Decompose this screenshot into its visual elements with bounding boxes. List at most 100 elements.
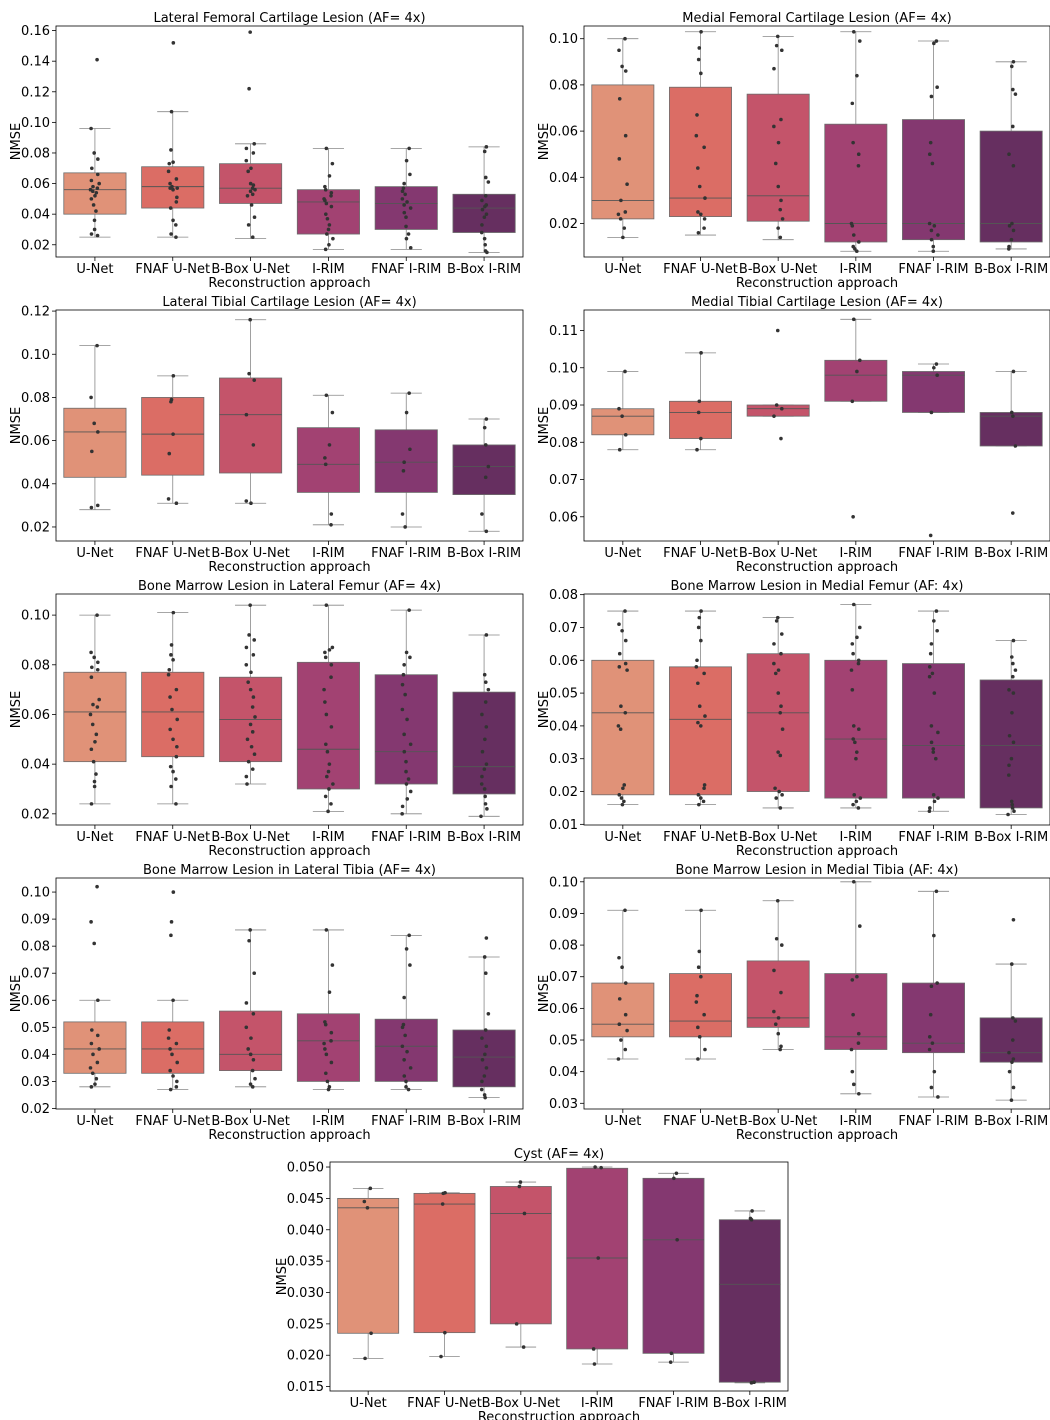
data-point — [407, 391, 411, 395]
data-point — [92, 151, 96, 155]
data-point — [927, 809, 932, 814]
data-point — [1007, 688, 1011, 692]
data-point — [95, 1033, 100, 1038]
data-point — [928, 651, 933, 656]
data-point — [850, 642, 855, 646]
data-point — [856, 1031, 861, 1036]
data-point — [1009, 64, 1014, 69]
plot-frame — [329, 1161, 789, 1392]
data-point — [1007, 224, 1012, 228]
y-tick-label: 0.050 — [287, 1161, 324, 1176]
data-point — [402, 460, 406, 465]
data-point — [483, 1095, 487, 1100]
y-tick-label: 0.03 — [21, 1075, 50, 1090]
box — [219, 1010, 283, 1071]
data-point — [244, 412, 249, 417]
data-point — [619, 704, 623, 709]
chart-title: Lateral Tibial Cartilage Lesion (AF= 4x) — [162, 295, 416, 310]
data-point — [1007, 733, 1012, 738]
data-point — [483, 737, 487, 742]
y-tick-label: 0.02 — [549, 785, 578, 800]
data-point — [855, 73, 859, 78]
data-point — [623, 210, 628, 214]
data-point — [934, 362, 939, 366]
data-point — [929, 984, 934, 989]
data-point — [696, 793, 701, 797]
data-point — [617, 447, 622, 452]
data-point — [324, 146, 329, 151]
x-axis-label: Reconstruction approach — [208, 1128, 370, 1143]
data-point — [90, 166, 94, 171]
box — [902, 982, 965, 1054]
x-tick-label: U-Net — [76, 1114, 113, 1129]
data-point — [486, 180, 491, 184]
data-point — [365, 1206, 370, 1210]
box — [141, 671, 205, 758]
data-point — [407, 146, 411, 151]
chart-title: Cyst (AF= 4x) — [514, 1147, 604, 1162]
data-point — [621, 235, 625, 240]
data-point — [403, 1033, 407, 1038]
data-point — [252, 378, 257, 382]
box — [591, 408, 655, 436]
data-point — [1010, 221, 1014, 226]
data-point — [253, 187, 257, 192]
data-point — [623, 609, 627, 613]
data-point — [599, 1165, 603, 1170]
data-point — [90, 449, 94, 454]
data-point — [327, 223, 332, 227]
plot-frame — [55, 877, 524, 1110]
data-point — [696, 625, 701, 630]
x-tick-label: FNAF I-RIM — [371, 1114, 441, 1129]
data-point — [932, 1069, 937, 1074]
data-point — [930, 671, 935, 676]
x-tick-label: B-Box I-RIM — [974, 546, 1048, 561]
data-point — [483, 802, 488, 806]
data-point — [1010, 1060, 1014, 1064]
data-point — [97, 181, 101, 186]
data-point — [483, 242, 487, 247]
data-point — [174, 754, 179, 759]
data-point — [330, 410, 335, 415]
data-point — [702, 1012, 706, 1017]
data-point — [697, 802, 701, 807]
data-point — [936, 730, 940, 735]
data-point — [858, 924, 862, 928]
data-point — [402, 181, 406, 186]
data-point — [89, 197, 94, 201]
data-point — [479, 1087, 484, 1092]
data-point — [851, 140, 855, 145]
data-point — [1006, 812, 1010, 817]
data-point — [248, 317, 252, 322]
x-tick-label: FNAF I-RIM — [371, 546, 441, 561]
y-tick-label: 0.06 — [21, 708, 50, 723]
data-point — [929, 237, 934, 242]
data-point — [858, 796, 863, 800]
chart-panel: 0.020.040.060.080.10U-Net FNAF U-Net B-Box… — [9, 579, 524, 859]
data-point — [326, 227, 331, 232]
box — [63, 671, 127, 763]
data-point — [175, 1060, 180, 1065]
data-point — [325, 749, 330, 754]
y-tick-label: 0.08 — [549, 588, 578, 603]
data-point — [696, 57, 701, 62]
data-point — [167, 1028, 172, 1032]
data-point — [1011, 1085, 1016, 1090]
data-point — [175, 195, 179, 200]
data-point — [851, 29, 856, 34]
data-point — [327, 990, 332, 994]
data-point — [89, 1085, 94, 1089]
data-point — [849, 1047, 854, 1052]
data-point — [331, 236, 335, 241]
data-point — [856, 661, 861, 666]
data-point — [402, 662, 406, 667]
data-point — [672, 1176, 676, 1181]
data-point — [932, 365, 936, 370]
data-point — [695, 447, 699, 452]
data-point — [95, 57, 99, 62]
data-point — [698, 212, 703, 217]
data-point — [404, 759, 408, 764]
data-point — [483, 700, 488, 704]
data-point — [623, 710, 628, 715]
y-tick-label: 0.10 — [21, 116, 50, 131]
